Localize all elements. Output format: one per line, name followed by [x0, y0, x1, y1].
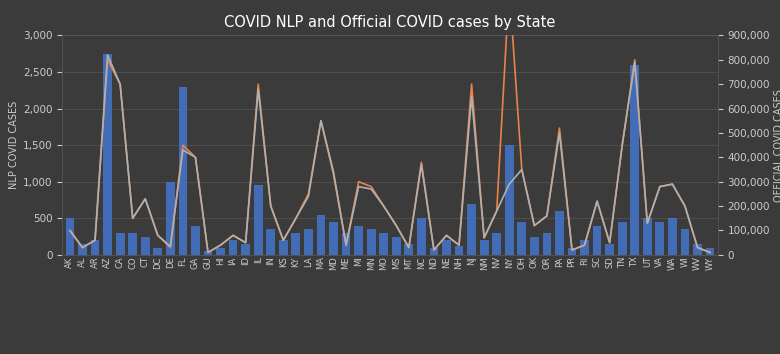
COVID NLP	[480, 236, 489, 240]
Bar	[467, 204, 476, 255]
Bar	[442, 240, 451, 255]
Imaging findings NLP	[705, 250, 714, 255]
COVID NLP	[128, 216, 137, 221]
Bar	[216, 247, 225, 255]
COVID NLP	[103, 53, 112, 57]
Bar	[618, 222, 626, 255]
Bar	[655, 222, 665, 255]
Bar	[492, 233, 501, 255]
Bar	[166, 182, 175, 255]
Y-axis label: OFFICIAL COVID CASES: OFFICIAL COVID CASES	[774, 89, 780, 201]
COVID NLP	[66, 228, 75, 233]
Bar	[593, 225, 601, 255]
Bar	[66, 218, 74, 255]
Bar	[342, 233, 350, 255]
Bar	[292, 233, 300, 255]
Bar	[706, 247, 714, 255]
Imaging findings NLP	[204, 250, 213, 255]
Imaging findings NLP	[417, 160, 426, 164]
Bar	[630, 65, 639, 255]
COVID NLP	[392, 223, 401, 228]
Bar	[229, 240, 237, 255]
Title: COVID NLP and Official COVID cases by State: COVID NLP and Official COVID cases by St…	[225, 15, 555, 30]
Bar	[568, 247, 576, 255]
Bar	[693, 244, 702, 255]
COVID NLP	[705, 250, 714, 255]
Bar	[78, 244, 87, 255]
Bar	[204, 251, 212, 255]
COVID NLP	[429, 248, 438, 252]
Bar	[367, 229, 375, 255]
Imaging findings NLP	[303, 192, 313, 196]
Bar	[543, 233, 551, 255]
Bar	[455, 246, 463, 255]
Bar	[266, 229, 275, 255]
Bar	[580, 240, 589, 255]
Bar	[304, 229, 313, 255]
Bar	[115, 233, 125, 255]
Bar	[103, 54, 112, 255]
Imaging findings NLP	[115, 82, 125, 86]
Bar	[530, 236, 539, 255]
Bar	[254, 185, 263, 255]
Bar	[668, 218, 677, 255]
Bar	[643, 218, 652, 255]
Imaging findings NLP	[492, 209, 502, 213]
Bar	[141, 236, 150, 255]
Bar	[179, 87, 187, 255]
Imaging findings NLP	[66, 228, 75, 233]
Bar	[555, 211, 564, 255]
Bar	[517, 222, 526, 255]
Bar	[241, 244, 250, 255]
Bar	[605, 244, 614, 255]
Bar	[154, 247, 162, 255]
Line: Imaging findings NLP: Imaging findings NLP	[70, 0, 710, 252]
Bar	[317, 215, 325, 255]
Bar	[392, 236, 401, 255]
Y-axis label: NLP COVID CASES: NLP COVID CASES	[9, 101, 19, 189]
Imaging findings NLP	[379, 204, 388, 208]
Bar	[505, 145, 514, 255]
Bar	[191, 225, 200, 255]
Imaging findings NLP	[467, 82, 477, 86]
Bar	[681, 229, 690, 255]
Bar	[128, 233, 137, 255]
COVID NLP	[316, 119, 325, 123]
Bar	[90, 240, 99, 255]
Bar	[405, 244, 413, 255]
Bar	[329, 222, 338, 255]
COVID NLP	[505, 182, 514, 186]
COVID NLP	[204, 250, 213, 255]
Bar	[354, 225, 363, 255]
Bar	[279, 240, 288, 255]
Bar	[430, 247, 438, 255]
Bar	[379, 233, 388, 255]
Bar	[417, 218, 426, 255]
Bar	[480, 240, 488, 255]
Line: COVID NLP: COVID NLP	[70, 55, 710, 252]
